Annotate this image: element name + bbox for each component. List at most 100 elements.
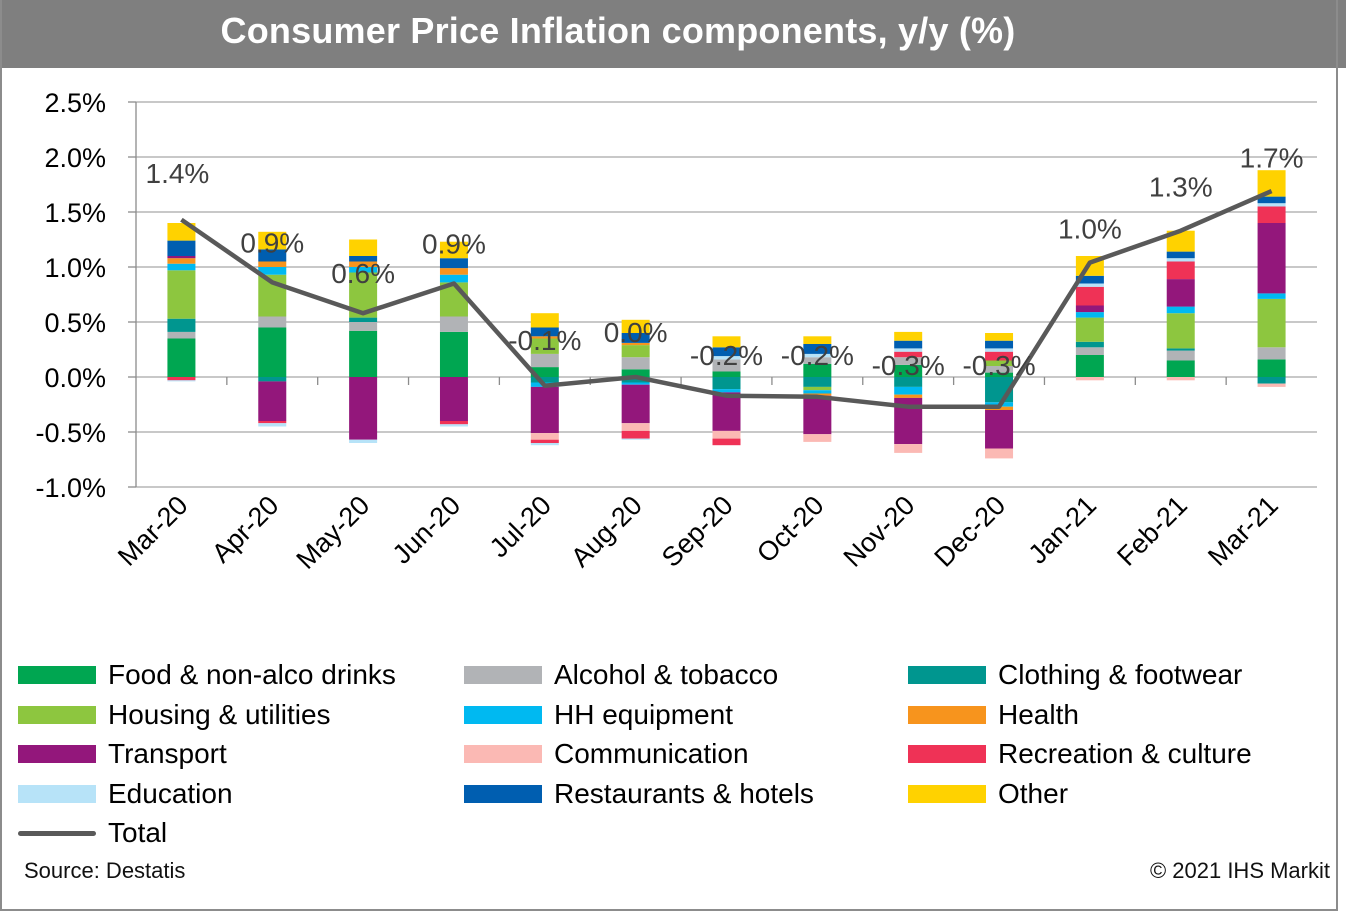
bar-segment <box>894 386 923 395</box>
bar-segment <box>1166 279 1195 307</box>
bar-segment <box>894 364 923 377</box>
bar-segment <box>621 342 650 346</box>
bar-segment <box>530 377 559 383</box>
chart-title: Consumer Price Inflation components, y/y… <box>220 10 1016 51</box>
bar-segment <box>167 263 196 271</box>
x-category-label: Jun-20 <box>387 490 467 570</box>
x-category-label: May-20 <box>290 490 375 575</box>
legend-item: Clothing & footwear <box>908 659 1242 690</box>
bar-segment <box>894 394 923 398</box>
bar-segment <box>712 392 741 431</box>
bar-segment <box>1075 341 1104 348</box>
legend-color-swatch <box>18 745 96 763</box>
bar-segment <box>530 367 559 377</box>
bar-segment <box>439 268 468 275</box>
bar-segment <box>1257 383 1286 387</box>
bar-segment <box>1075 317 1104 342</box>
bar-segment <box>621 438 650 440</box>
bar-segment <box>167 258 196 264</box>
bar-segment <box>349 261 378 267</box>
bar-segment <box>167 256 196 259</box>
x-category-label: Mar-20 <box>112 490 194 572</box>
legend-color-swatch <box>464 745 542 763</box>
bar-segment <box>258 249 287 262</box>
bar-segment <box>985 360 1014 366</box>
bar-segment <box>439 377 468 421</box>
bar-segment <box>439 258 468 269</box>
x-category-label: Dec-20 <box>929 490 1012 573</box>
bar-segment <box>894 357 923 365</box>
legend-color-swatch <box>18 666 96 684</box>
bar-segment <box>1166 230 1195 252</box>
legend-color-swatch <box>908 666 986 684</box>
bar-segment <box>803 353 832 358</box>
copyright-note: © 2021 IHS Markit <box>1149 858 1330 883</box>
legend-item: Communication <box>464 738 749 769</box>
bar-segment <box>1075 305 1104 313</box>
bar-segment <box>621 357 650 370</box>
legend-label: Education <box>108 777 233 809</box>
bar-segment <box>894 377 923 387</box>
bar-segment <box>894 444 923 453</box>
legend-item: Housing & utilities <box>18 698 331 730</box>
bar-segment <box>621 384 650 424</box>
legend-label: Other <box>998 777 1069 809</box>
bar-segment <box>167 338 196 377</box>
bar-segment <box>349 317 378 322</box>
bar-segment <box>349 377 378 440</box>
bar-segment <box>1257 223 1286 294</box>
bar-segment <box>1257 293 1286 299</box>
bar-segment <box>1166 261 1195 280</box>
bar-segment <box>621 319 650 333</box>
bar-segment <box>712 389 741 393</box>
legend-label: Communication <box>554 738 749 769</box>
bar-segment <box>258 381 287 421</box>
bar-segment <box>712 377 741 390</box>
legend-label: Alcohol & tobacco <box>554 659 779 690</box>
bar-segment <box>621 333 650 343</box>
total-data-label: 1.3% <box>1149 172 1213 203</box>
bar-segment <box>1257 359 1286 377</box>
legend-color-swatch <box>908 745 986 763</box>
bar-segment <box>985 340 1014 349</box>
legend-label: Transport <box>108 738 227 769</box>
legend-color-swatch <box>464 705 542 724</box>
bar-segment <box>258 327 287 377</box>
bar-segment <box>258 316 287 328</box>
bar-segment <box>258 377 287 382</box>
y-tick-label: 2.5% <box>44 88 106 118</box>
bar-segment <box>1257 206 1286 223</box>
bar-segment <box>530 443 559 446</box>
bar-segment <box>1166 377 1195 381</box>
bar-segment <box>712 336 741 348</box>
legend-label: Restaurants & hotels <box>554 777 814 809</box>
legend-item: HH equipment <box>464 699 733 730</box>
x-category-label: Apr-20 <box>206 490 285 569</box>
y-tick-label: -1.0% <box>35 473 106 503</box>
bar-segment <box>167 377 196 381</box>
legend-color-swatch <box>908 784 986 803</box>
legend-label: Housing & utilities <box>108 698 331 730</box>
bar-segment <box>258 267 287 275</box>
bar-segment <box>167 270 196 319</box>
bar-segment <box>1075 347 1104 355</box>
bar-segment <box>985 366 1014 373</box>
bar-segment <box>621 369 650 377</box>
bar-segment <box>349 322 378 331</box>
bar-segment <box>258 423 287 427</box>
bar-segment <box>1166 306 1195 314</box>
bar-segment <box>530 439 559 443</box>
bar-segment <box>258 421 287 424</box>
legend-color-swatch <box>18 784 96 803</box>
bar-segment <box>439 421 468 425</box>
bar-segment <box>712 356 741 360</box>
x-category-label: Feb-21 <box>1111 490 1193 572</box>
bar-segment <box>621 382 650 385</box>
bar-segment <box>803 363 832 377</box>
total-data-label: -0.3% <box>962 350 1035 381</box>
legend-color-swatch <box>908 705 986 724</box>
bar-segment <box>167 223 196 241</box>
bar-segment <box>439 331 468 377</box>
bar-segment <box>712 347 741 357</box>
bar-segment <box>530 336 559 339</box>
